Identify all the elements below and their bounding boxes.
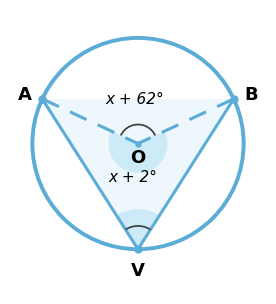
Text: x + 62°: x + 62° [105,92,164,107]
Polygon shape [116,209,160,249]
Text: O: O [130,149,146,167]
Text: A: A [18,86,32,104]
Polygon shape [108,131,168,173]
Text: B: B [244,86,258,104]
Text: V: V [131,262,145,280]
Text: x + 2°: x + 2° [108,170,157,185]
Polygon shape [42,99,234,249]
